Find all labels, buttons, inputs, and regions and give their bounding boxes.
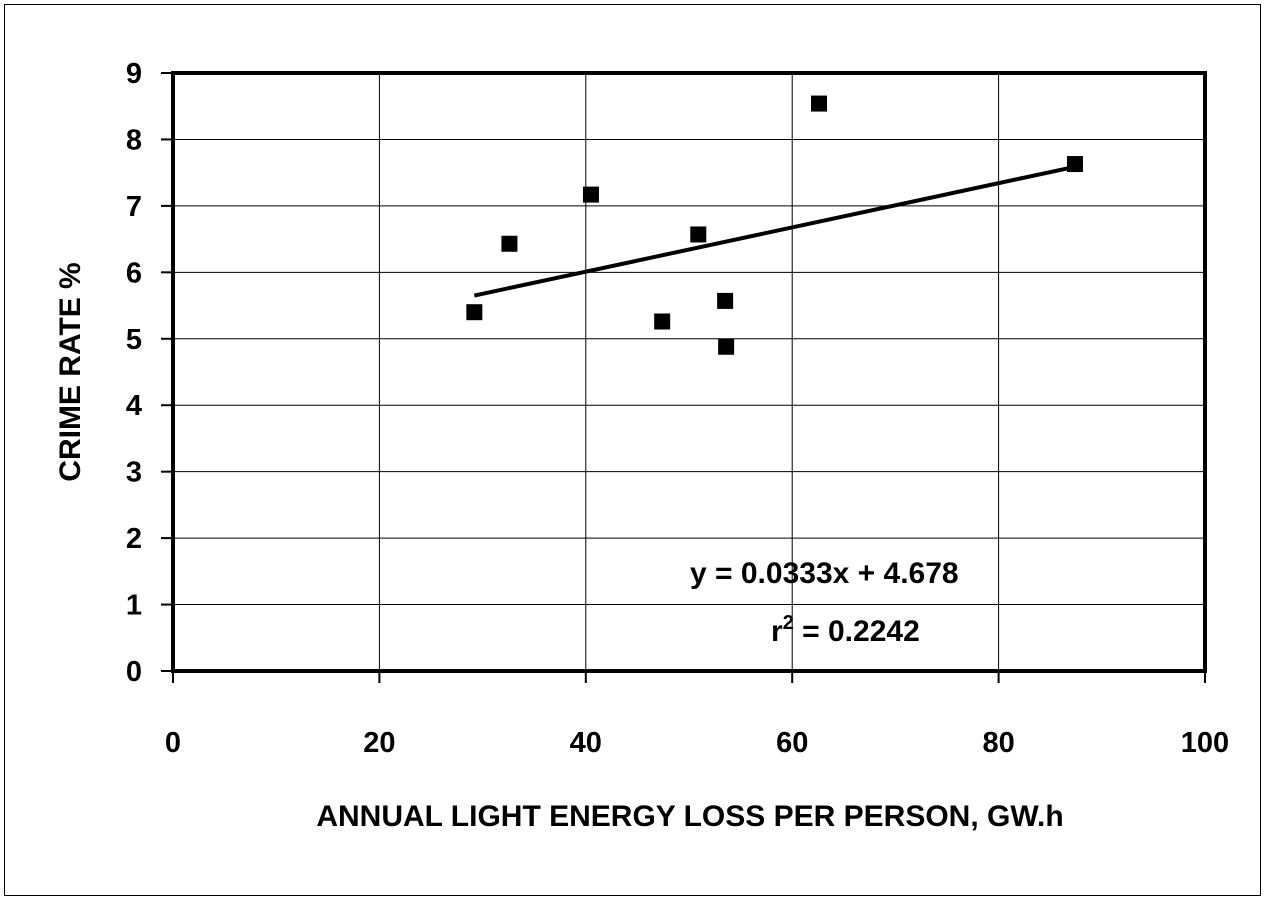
y-tick-label: 5 — [126, 324, 142, 356]
x-tick-label: 80 — [982, 727, 1014, 759]
x-tick-label: 100 — [1181, 727, 1229, 759]
y-axis-ticks: 0 1 2 3 4 5 6 7 8 9 — [126, 58, 173, 688]
x-tick-label: 20 — [363, 727, 395, 759]
chart-frame — [4, 4, 1261, 896]
data-point — [582, 186, 599, 203]
y-tick-label: 3 — [126, 457, 142, 489]
y-tick-label: 6 — [126, 257, 142, 289]
y-tick-label: 8 — [126, 124, 142, 156]
trendline-group — [473, 164, 1076, 298]
grid-lines — [172, 72, 1206, 672]
r-squared-label: r2 = 0.2242 — [771, 612, 920, 648]
equation-label: y = 0.0333x + 4.678 — [690, 557, 959, 590]
y-tick-label: 7 — [126, 191, 142, 223]
data-point — [717, 292, 734, 309]
data-point — [1066, 156, 1083, 173]
data-points — [466, 95, 1083, 355]
data-point — [466, 304, 483, 321]
y-tick-label: 1 — [126, 590, 142, 622]
y-axis-title: CRIME RATE % — [54, 262, 87, 481]
r-squared-value: = 0.2242 — [794, 615, 920, 648]
data-point — [501, 235, 518, 252]
data-point — [690, 226, 707, 243]
data-point — [654, 313, 671, 330]
x-tick-label: 0 — [165, 727, 181, 759]
trendline — [473, 164, 1076, 298]
y-tick-label: 4 — [126, 390, 142, 422]
r-squared-symbol: r — [771, 615, 783, 648]
x-axis-title: ANNUAL LIGHT ENERGY LOSS PER PERSON, GW.… — [316, 800, 1063, 833]
data-point — [718, 338, 735, 355]
x-axis-ticks: 0 20 40 60 80 100 — [165, 671, 1229, 759]
y-tick-label: 2 — [126, 523, 142, 555]
y-tick-label: 9 — [126, 58, 142, 90]
y-tick-label: 0 — [126, 656, 142, 688]
r-squared-exponent: 2 — [783, 612, 794, 634]
x-tick-label: 60 — [776, 727, 808, 759]
data-point — [811, 95, 828, 112]
x-tick-label: 40 — [570, 727, 602, 759]
plot-area-border — [171, 71, 1207, 673]
